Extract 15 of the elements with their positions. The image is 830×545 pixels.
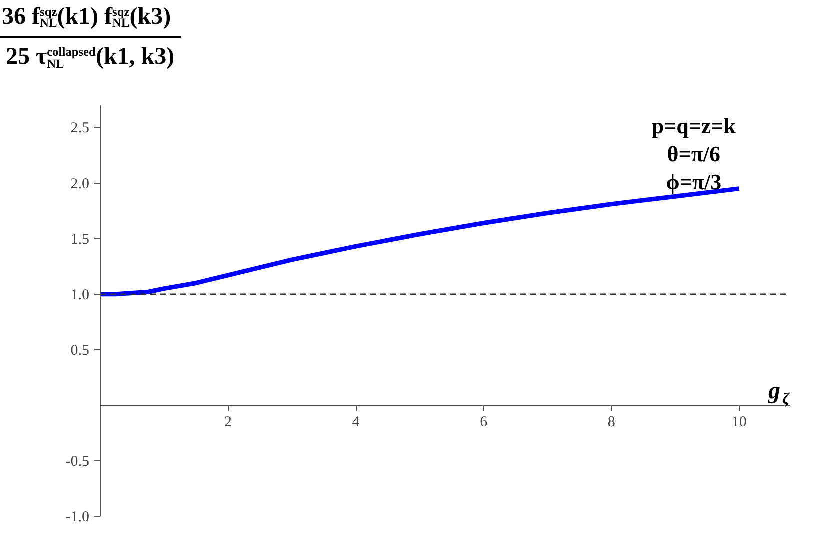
y-tick-label: 2.5 (70, 120, 90, 137)
y-tick-label: -1.0 (66, 510, 90, 526)
y-tick-label: 1.5 (70, 232, 90, 248)
x-tick-label: 8 (608, 414, 616, 430)
annotation: p=q=z=k (652, 114, 737, 139)
x-tick-label: 4 (352, 414, 360, 430)
annotation: θ=π/6 (667, 142, 720, 167)
y-tick-label: -0.5 (66, 454, 90, 470)
x-tick-label: 2 (224, 414, 232, 430)
y-tick-label: 2.0 (70, 176, 90, 192)
x-tick-label: 10 (732, 414, 747, 430)
annotation: ϕ=π/3 (666, 170, 722, 195)
x-tick-label: 6 (480, 414, 488, 430)
y-tick-label: 1.0 (70, 287, 90, 304)
y-tick-label: 0.5 (70, 342, 90, 359)
